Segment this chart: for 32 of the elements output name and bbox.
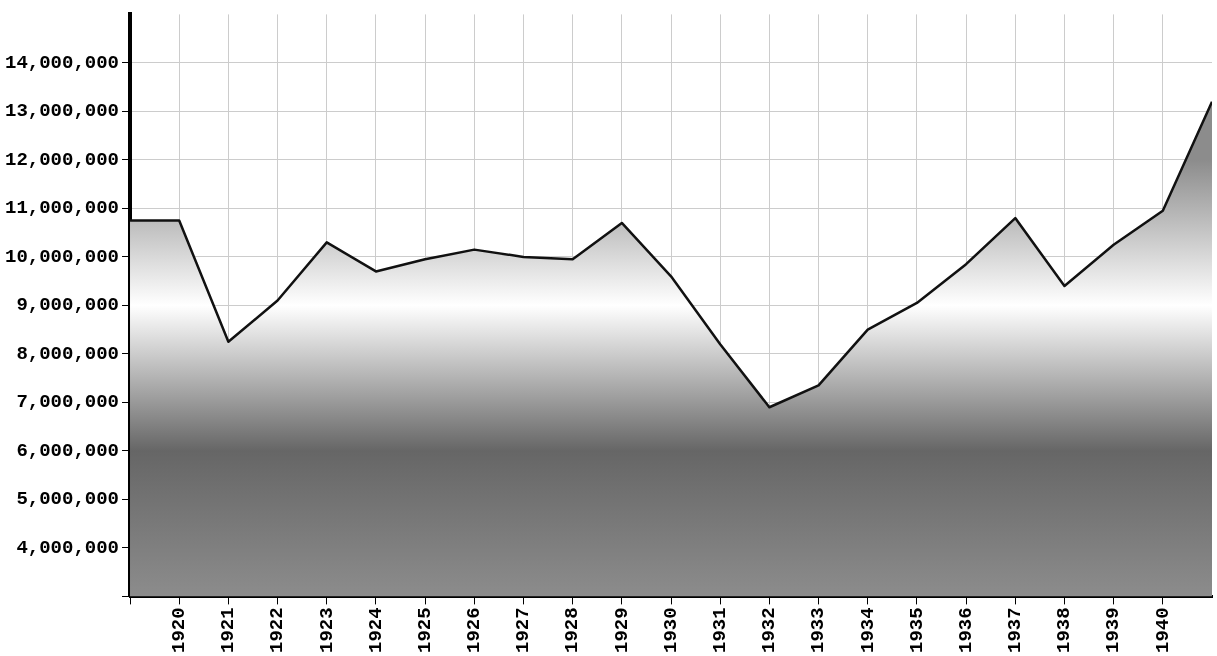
x-tick-label: 1938 — [1053, 607, 1076, 653]
x-tick-label: 1927 — [512, 607, 535, 653]
x-tick-label: 1925 — [413, 607, 436, 653]
y-tick-label: 7,000,000 — [16, 391, 120, 414]
x-tick-label: 1923 — [315, 607, 338, 653]
y-tick-label: 8,000,000 — [16, 342, 120, 365]
y-tick-label: 11,000,000 — [4, 197, 120, 220]
x-tick-label: 1921 — [217, 607, 240, 653]
x-tick-label: 1940 — [1151, 607, 1174, 653]
x-tick-label: 1926 — [463, 607, 486, 653]
y-tick-label: 13,000,000 — [4, 100, 120, 123]
x-tick-label: 1937 — [1004, 607, 1027, 653]
x-tick-label: 1936 — [954, 607, 977, 653]
x-tick-label: 1931 — [708, 607, 731, 653]
y-tick-label: 4,000,000 — [16, 536, 120, 559]
y-tick-label: 6,000,000 — [16, 439, 120, 462]
x-tick-label: 1920 — [167, 607, 190, 653]
x-tick-label: 1934 — [856, 607, 879, 653]
x-tick-label: 1928 — [561, 607, 584, 653]
y-tick-label: 10,000,000 — [4, 245, 120, 268]
x-tick-label: 1922 — [266, 607, 289, 653]
x-tick-label: 1939 — [1102, 607, 1125, 653]
x-tick-label: 1932 — [758, 607, 781, 653]
x-tick-label: 1929 — [610, 607, 633, 653]
y-tick-label: 9,000,000 — [16, 294, 120, 317]
x-tick-label: 1935 — [905, 607, 928, 653]
y-tick-label: 5,000,000 — [16, 488, 120, 511]
y-tick-label: 12,000,000 — [4, 148, 120, 171]
x-tick-label: 1924 — [364, 607, 387, 653]
y-tick-label: 14,000,000 — [4, 51, 120, 74]
x-tick-label: 1933 — [807, 607, 830, 653]
x-tick-label: 1930 — [659, 607, 682, 653]
